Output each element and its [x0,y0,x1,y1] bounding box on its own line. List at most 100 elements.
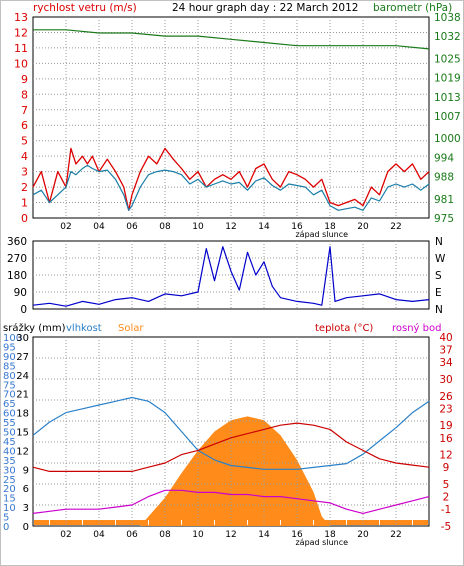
rain-tick-label: 10 [3,503,16,514]
x-tick-label: 04 [93,530,105,540]
direction-tick-label: 180 [7,270,27,282]
humidity-tick-label: 3 [23,503,29,514]
x-tick-label: 08 [159,530,171,540]
rain-tick-label: 100 [3,333,22,344]
rain-tick-label: 35 [3,456,16,467]
x-tick-label: 20 [357,530,369,540]
compass-tick-label: W [435,253,446,265]
rain-tick-label: 90 [3,352,16,363]
x-tick-label: 16 [291,222,303,232]
humidity-axis-label: vlhkost [66,323,102,334]
direction-tick-label: 90 [14,287,27,299]
compass-tick-label: N [435,236,443,248]
pressure-tick-label: 1019 [434,73,461,85]
direction-tick-label: 0 [20,304,27,316]
x-tick-label: 06 [126,222,138,232]
sunset-label: západ slunce [295,538,348,547]
x-tick-label: 12 [225,222,236,232]
temperature-tick-label: 9 [443,462,450,474]
temperature-tick-label: 23 [439,403,452,415]
wind-tick-label: 1 [21,197,28,210]
rain-axis-label: srážky (mm) [3,322,66,334]
wind-gust-line [32,164,430,211]
wind-tick-label: 10 [14,57,28,70]
wind-tick-label: 8 [21,88,28,101]
rain-tick-label: 25 [3,475,16,486]
direction-tick-label: 360 [7,236,27,248]
rain-tick-label: 45 [3,437,16,448]
x-tick-label: 06 [126,530,138,540]
x-tick-label: 10 [192,530,204,540]
x-tick-label: 22 [390,530,401,540]
pressure-axis-label: barometr (hPa) [373,2,452,14]
temperature-tick-label: -5 [441,521,451,533]
temperature-axis-label: teplota (°C) [315,323,373,334]
wind-tick-label: 11 [14,42,28,55]
rain-tick-label: 85 [3,361,16,372]
pressure-tick-label: 1025 [434,53,461,65]
direction-tick-label: 270 [7,253,27,265]
rain-tick-label: 55 [3,418,16,429]
pressure-tick-label: 1013 [434,92,461,104]
x-tick-label: 10 [192,222,204,232]
rain-tick-label: 80 [3,371,16,382]
humidity-tick-label: 0 [23,522,29,533]
rain-tick-label: 40 [3,446,16,457]
x-tick-label: 14 [258,222,270,232]
humidity-line [32,396,430,470]
humidity-tick-label: 27 [16,352,29,363]
humidity-tick-label: 18 [16,409,29,420]
temperature-tick-label: 26 [439,391,453,403]
temperature-tick-label: 16 [439,433,453,445]
wind-tick-label: 3 [21,166,28,179]
wind-tick-label: 2 [21,181,28,194]
pressure-tick-label: 975 [434,213,454,225]
dewpoint-line [32,489,430,515]
compass-tick-label: S [435,270,442,282]
wind-tick-label: 7 [21,104,28,117]
rain-bar [34,520,428,525]
humidity-tick-label: 21 [16,390,29,401]
solar-area [33,416,429,526]
wind-tick-label: 6 [21,119,28,132]
rain-tick-label: 5 [3,513,9,524]
temperature-tick-label: 40 [439,332,452,344]
temperature-tick-label: 19 [439,420,452,432]
pressure-line [33,29,430,50]
wind-tick-label: 13 [14,11,28,24]
pressure-tick-label: 1007 [434,111,461,123]
humidity-tick-label: 12 [16,446,29,457]
x-tick-label: 16 [291,530,303,540]
humidity-tick-label: 24 [16,371,29,382]
pressure-tick-label: 994 [434,152,454,164]
pressure-tick-label: 1038 [434,12,461,24]
pressure-tick-label: 1000 [434,133,461,145]
humidity-tick-label: 30 [16,333,29,344]
x-tick-label: 22 [390,222,401,232]
rain-tick-label: 65 [3,399,16,410]
dewpoint-axis-label: rosný bod [392,322,441,334]
x-tick-label: 18 [324,530,336,540]
wind-tick-label: 5 [21,135,28,148]
humidity-tick-label: 6 [23,484,29,495]
compass-tick-label: N [435,304,443,316]
x-tick-label: 14 [258,530,270,540]
temperature-humidity-chart: 0510152025303540455055606570758085909510… [3,332,453,547]
compass-tick-label: E [435,287,442,299]
wind-tick-label: 0 [21,212,28,225]
rain-tick-label: 70 [3,390,16,401]
wind-axis-label: rychlost vetru (m/s) [33,2,137,14]
sunset-label: západ slunce [295,230,348,239]
x-tick-label: 12 [225,530,236,540]
rain-tick-label: 60 [3,409,16,420]
rain-tick-label: 75 [3,380,16,391]
chart-title: 24 hour graph day : 22 March 2012 [172,2,358,14]
rain-tick-label: 95 [3,342,16,353]
rain-tick-label: 30 [3,465,16,476]
temperature-line [32,422,430,472]
temperature-tick-label: -1 [441,504,451,516]
rain-tick-label: 20 [3,484,16,495]
